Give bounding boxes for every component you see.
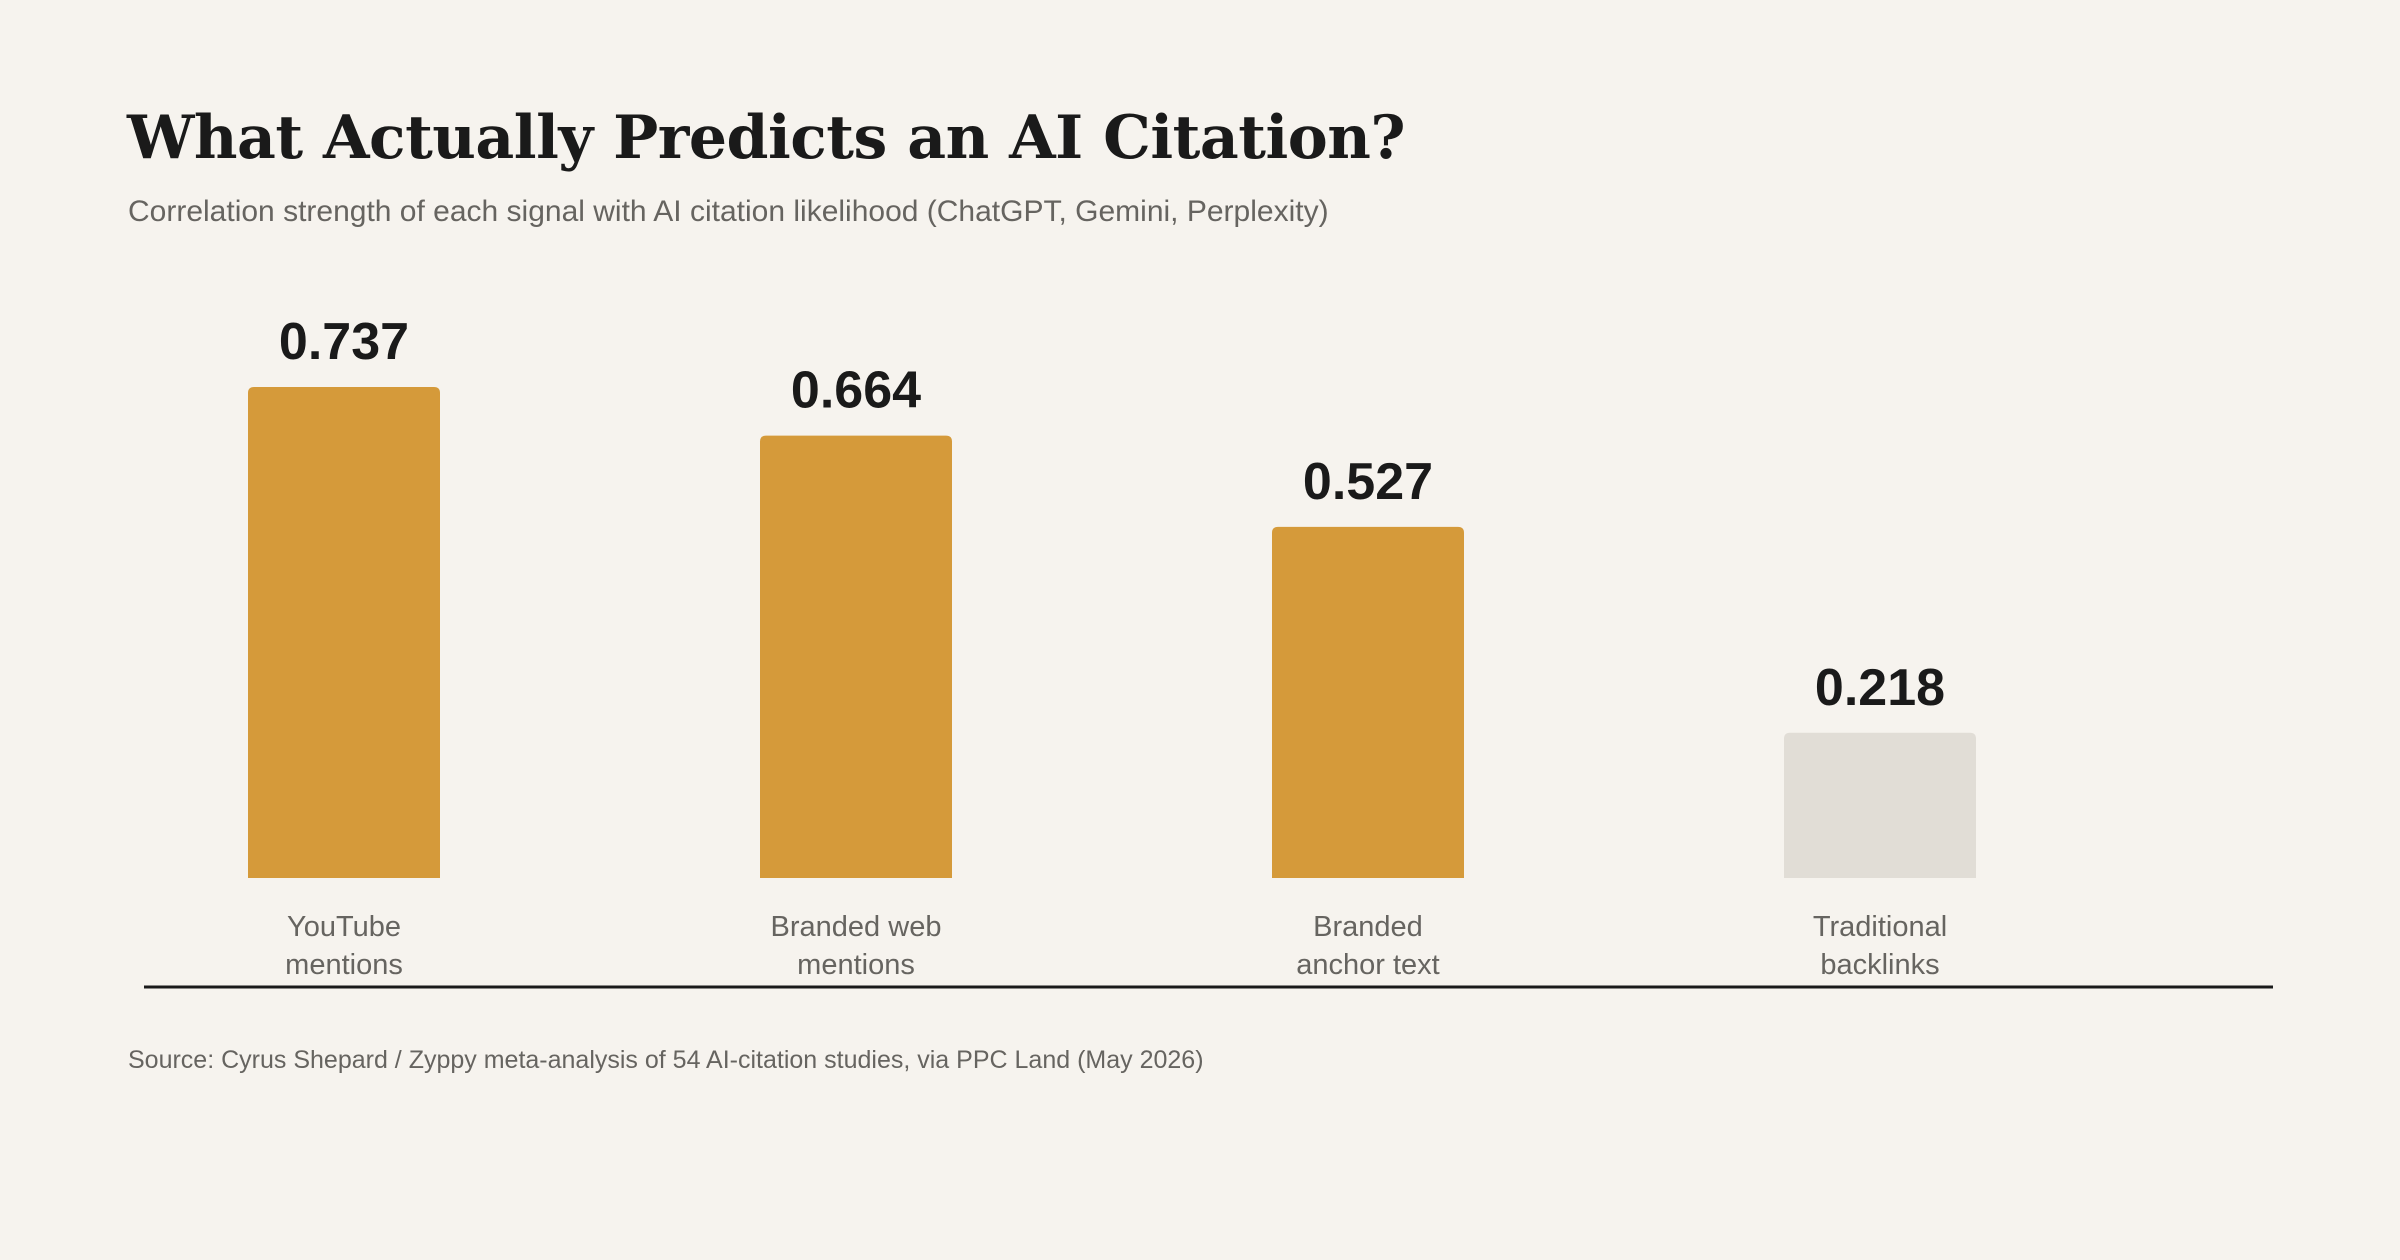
chart-subtitle: Correlation strength of each signal with… (128, 195, 1329, 228)
category-label-line: anchor text (1296, 949, 1439, 981)
chart-title: What Actually Predicts an AI Citation? (127, 103, 1406, 173)
category-label-line: Traditional (1813, 911, 1947, 943)
bar-value-label: 0.737 (279, 313, 409, 371)
bar (1272, 526, 1464, 878)
bar-value-label: 0.664 (791, 362, 921, 420)
bar-value-label: 0.527 (1303, 453, 1433, 511)
category-label-line: Branded web (771, 911, 942, 943)
category-label: Traditional backlinks (1813, 911, 1947, 981)
value-labels-group: 0.737 0.664 0.527 0.218 (279, 313, 1945, 717)
category-label-line: Branded (1313, 911, 1423, 943)
bar (248, 387, 440, 878)
category-label-line: backlinks (1820, 949, 1939, 981)
source-note: Source: Cyrus Shepard / Zyppy meta-analy… (128, 1046, 1204, 1074)
bar (1784, 732, 1976, 878)
category-label-line: YouTube (287, 911, 401, 943)
bars-group (248, 387, 1976, 878)
category-label-line: mentions (797, 949, 915, 981)
category-label: YouTube mentions (285, 911, 403, 981)
bar (760, 435, 952, 878)
category-label: Branded web mentions (771, 911, 942, 981)
category-label-line: mentions (285, 949, 403, 981)
bar-value-label: 0.218 (1815, 659, 1945, 717)
category-label: Branded anchor text (1296, 911, 1439, 981)
